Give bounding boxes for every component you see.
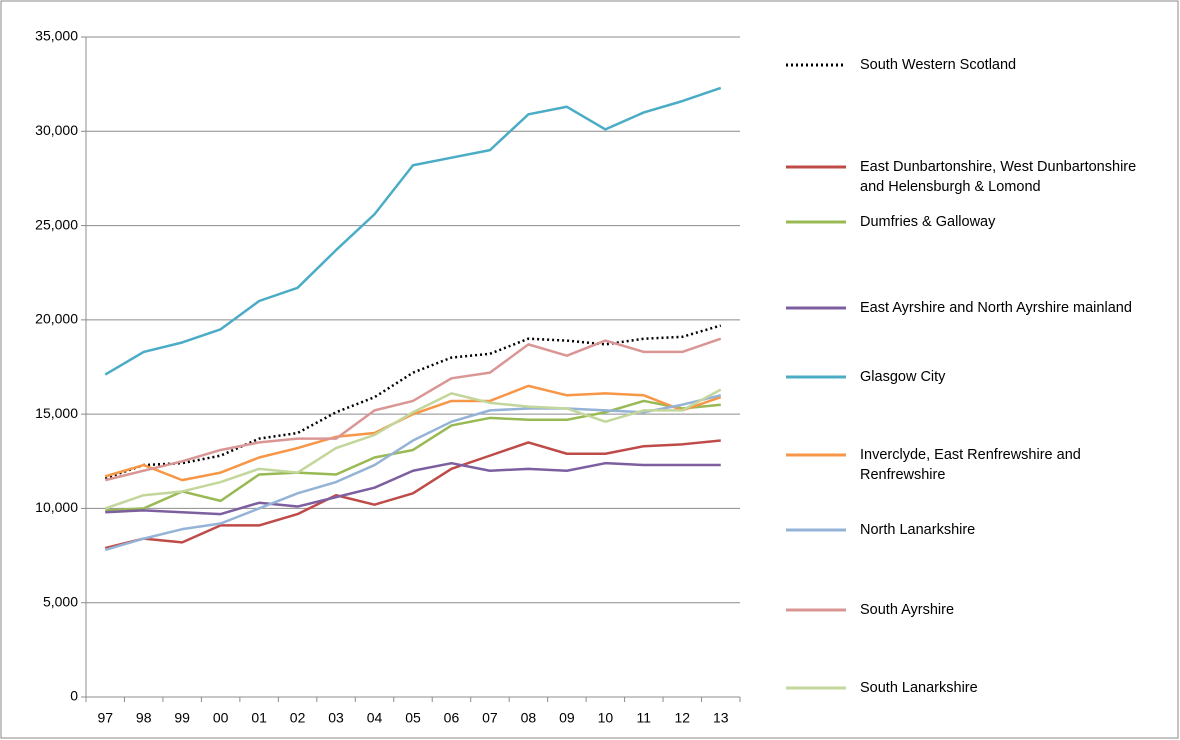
series-line (104, 394, 722, 552)
legend-label: North Lanarkshire (860, 522, 976, 538)
x-tick-label: 12 (675, 710, 691, 726)
legend-label: South Ayrshire (860, 602, 955, 618)
x-tick-label: 07 (482, 710, 498, 726)
legend-label: South Lanarkshire (860, 680, 978, 696)
y-tick-label: 20,000 (35, 311, 78, 327)
x-tick-label: 08 (521, 710, 537, 726)
y-tick-label: 0 (70, 688, 78, 704)
x-tick-label: 04 (367, 710, 383, 726)
x-tick-label: 09 (559, 710, 575, 726)
x-tick-label: 03 (328, 710, 344, 726)
x-tick-label: 01 (251, 710, 267, 726)
series-line (104, 337, 722, 482)
series-line (104, 324, 722, 480)
legend-label: Dumfries & Galloway (860, 214, 996, 230)
y-tick-label: 30,000 (35, 122, 78, 138)
legend-label: Glasgow City (860, 369, 946, 385)
legend-label: Inverclyde, East Renfrewshire and Renfre… (860, 447, 1081, 483)
x-tick-label: 02 (290, 710, 306, 726)
x-tick-label: 11 (637, 710, 652, 726)
series-line (104, 86, 722, 376)
y-tick-label: 35,000 (35, 28, 78, 44)
x-tick-label: 05 (405, 710, 421, 726)
legend-label: East Dunbartonshire, West Dunbartonshire… (860, 159, 1137, 195)
y-tick-label: 25,000 (35, 216, 78, 232)
series-line (104, 439, 721, 550)
x-tick-label: 99 (174, 710, 190, 726)
series-line (104, 388, 722, 510)
x-tick-label: 97 (97, 710, 113, 726)
x-tick-label: 06 (444, 710, 460, 726)
y-tick-label: 15,000 (35, 405, 78, 421)
series-line (105, 461, 721, 516)
x-tick-label: 00 (213, 710, 229, 726)
legend-label: South Western Scotland (860, 57, 1017, 73)
legend-label: East Ayrshire and North Ayrshire mainlan… (860, 300, 1132, 316)
x-tick-label: 10 (598, 710, 614, 726)
x-tick-label: 13 (713, 710, 729, 726)
y-tick-label: 5,000 (43, 593, 78, 609)
series-line (105, 399, 721, 512)
x-tick-label: 98 (136, 710, 152, 726)
y-tick-label: 10,000 (35, 499, 78, 515)
series-line (104, 384, 722, 482)
